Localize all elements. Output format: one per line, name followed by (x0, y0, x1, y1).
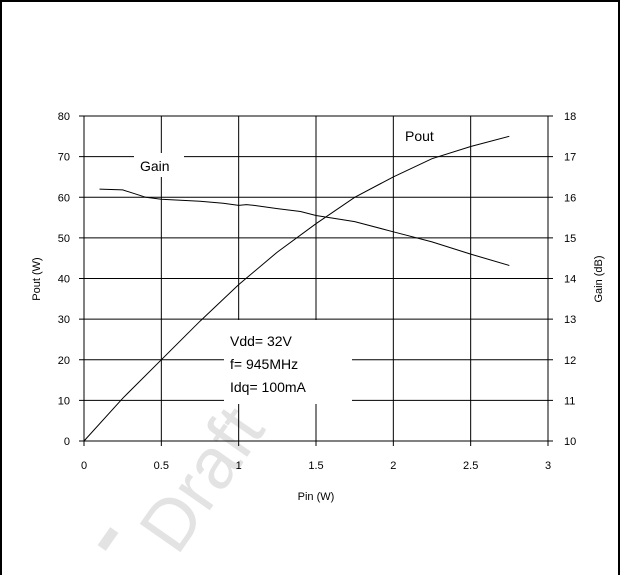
x-tick-label: 3 (545, 460, 551, 472)
y2-tick-label: 18 (564, 111, 576, 123)
annotation-box (224, 320, 352, 404)
y-axis-label: Pout (W) (31, 257, 43, 300)
y-tick-label: 10 (58, 395, 70, 407)
x-tick-label: 2.5 (463, 460, 478, 472)
y2-tick-label: 17 (564, 152, 576, 164)
watermark-dash (97, 527, 119, 551)
x-tick-label: 0 (81, 460, 87, 472)
series-label-pout: Pout (405, 128, 434, 144)
series-line-pout (83, 135, 510, 442)
y-tick-label: 20 (58, 355, 70, 367)
y-tick-label: 40 (58, 274, 70, 286)
gain-label-bg (134, 153, 184, 177)
y-axis-ticks: 0 10 20 30 40 50 60 70 80 (58, 111, 84, 448)
y2-tick-label: 10 (564, 436, 576, 448)
watermark: Draft (97, 392, 280, 566)
watermark-text: Draft (125, 392, 280, 566)
y-tick-label: 60 (58, 192, 70, 204)
y2-axis-label: Gain (dB) (593, 255, 605, 302)
y-tick-label: 70 (58, 152, 70, 164)
y2-axis-ticks: 10 11 12 13 14 15 16 17 18 (548, 111, 576, 448)
x-tick-label: 1.5 (308, 460, 323, 472)
x-axis-label: Pin (W) (298, 491, 335, 503)
y2-tick-label: 11 (564, 395, 575, 407)
x-tick-label: 0.5 (154, 460, 169, 472)
x-tick-label: 1 (236, 460, 242, 472)
y2-tick-label: 12 (564, 355, 576, 367)
y2-tick-label: 16 (564, 192, 576, 204)
annotation-vdd: Vdd= 32V (230, 333, 293, 349)
annotation-frequency: f= 945MHz (230, 356, 298, 372)
y-tick-label: 80 (58, 111, 70, 123)
y2-tick-label: 15 (564, 233, 576, 245)
series-line-gain (99, 188, 510, 266)
y2-tick-label: 14 (564, 274, 576, 286)
y2-tick-label: 13 (564, 314, 576, 326)
series-label-gain: Gain (140, 158, 170, 174)
y-tick-label: 0 (64, 436, 70, 448)
pout-label-bg (398, 123, 450, 147)
annotation-idq: Idq= 100mA (230, 379, 307, 395)
x-axis-ticks: 0 0.5 1 1.5 2 2.5 3 (81, 441, 551, 472)
y-tick-label: 30 (58, 314, 70, 326)
x-tick-label: 2 (390, 460, 396, 472)
series-layer (83, 135, 510, 442)
y-tick-label: 50 (58, 233, 70, 245)
